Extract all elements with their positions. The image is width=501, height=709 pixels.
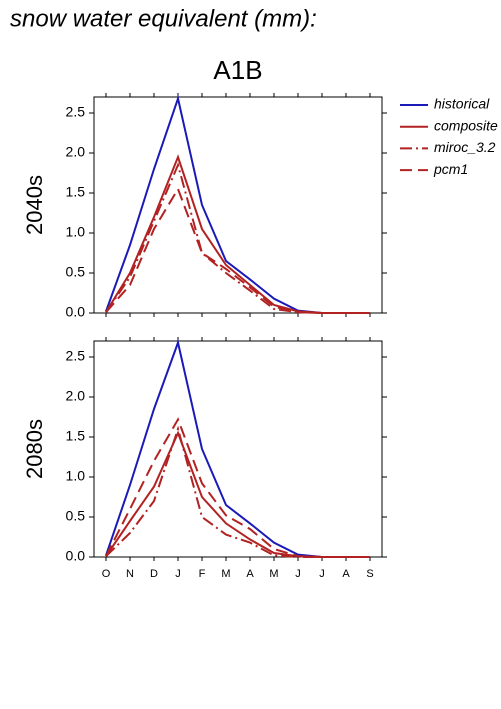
x-tick-label: S bbox=[366, 568, 373, 580]
y-tick-label: 2.5 bbox=[66, 348, 86, 364]
series-line bbox=[105, 186, 370, 314]
y-tick-label: 1.0 bbox=[66, 468, 86, 484]
legend-label: pcm1 bbox=[433, 161, 468, 177]
chart-subtitle: A1B bbox=[213, 55, 262, 85]
x-tick-label: J bbox=[295, 568, 301, 580]
series-line bbox=[105, 425, 370, 558]
y-tick-label: 1.5 bbox=[66, 184, 86, 200]
x-tick-label: A bbox=[342, 568, 350, 580]
series-line bbox=[105, 154, 370, 314]
x-tick-label: F bbox=[199, 568, 206, 580]
x-tick-label: D bbox=[150, 568, 158, 580]
x-tick-label: O bbox=[102, 568, 111, 580]
plot-frame bbox=[93, 96, 383, 314]
y-tick-label: 2.5 bbox=[66, 104, 86, 120]
x-tick-label: J bbox=[175, 568, 181, 580]
series-line bbox=[105, 417, 370, 558]
x-tick-label: M bbox=[221, 568, 230, 580]
y-tick-label: 2.0 bbox=[66, 144, 86, 160]
legend-label: historical bbox=[434, 96, 490, 112]
y-tick-label: 1.0 bbox=[66, 224, 86, 240]
y-tick-label: 0.0 bbox=[66, 548, 86, 564]
x-tick-label: M bbox=[269, 568, 278, 580]
series-line bbox=[105, 94, 370, 314]
series-line bbox=[105, 161, 370, 314]
series-line bbox=[105, 339, 370, 558]
series-line bbox=[105, 430, 370, 558]
plot-frame bbox=[93, 340, 383, 558]
y-tick-label: 0.0 bbox=[66, 304, 86, 320]
x-tick-label: N bbox=[126, 568, 134, 580]
x-tick-label: J bbox=[319, 568, 325, 580]
y-tick-label: 1.5 bbox=[66, 428, 86, 444]
y-tick-label: 0.5 bbox=[66, 508, 86, 524]
y-tick-label: 2.0 bbox=[66, 388, 86, 404]
y-tick-label: 0.5 bbox=[66, 264, 86, 280]
x-tick-label: A bbox=[246, 568, 254, 580]
chart-title: snow water equivalent (mm): bbox=[10, 5, 317, 32]
legend-label: miroc_3.2 bbox=[434, 139, 496, 155]
y-axis-label: 2040s bbox=[22, 175, 47, 235]
legend-label: composite bbox=[434, 117, 498, 133]
y-axis-label: 2080s bbox=[22, 419, 47, 479]
